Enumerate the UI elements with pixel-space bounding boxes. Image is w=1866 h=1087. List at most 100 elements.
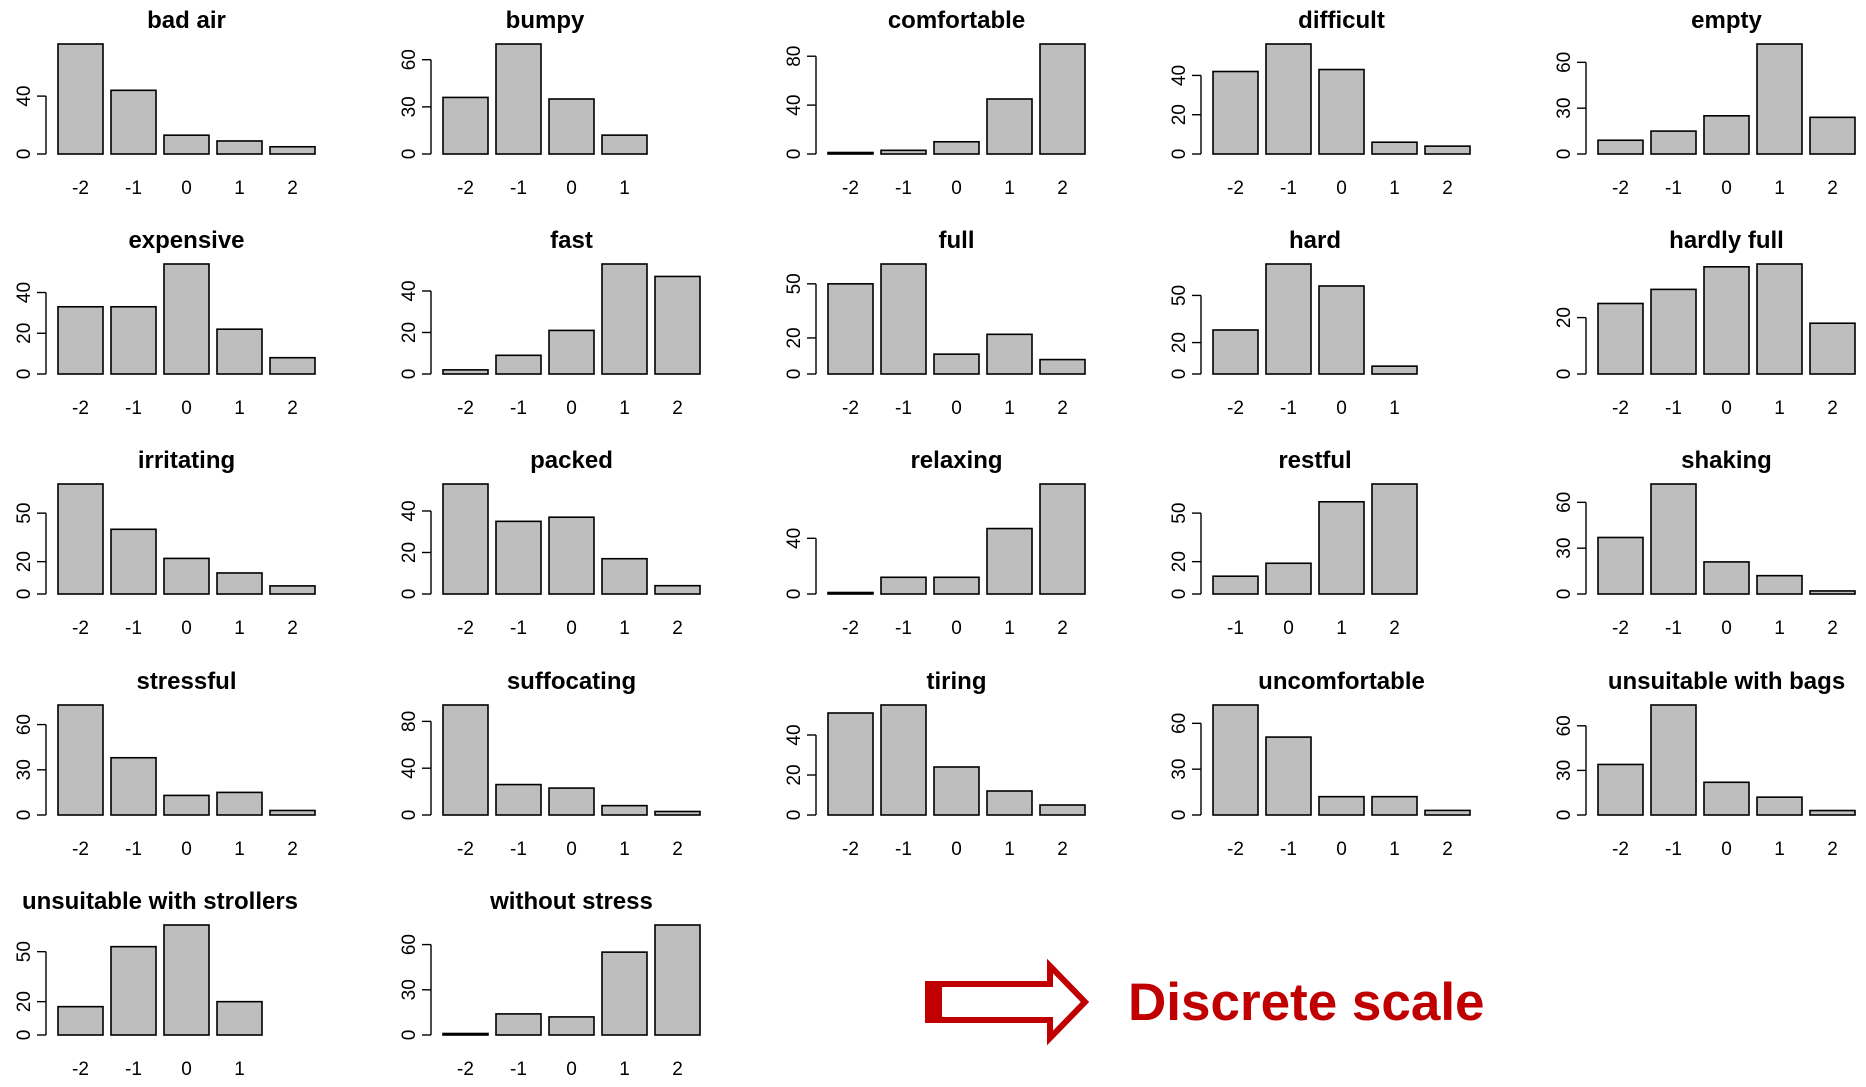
panel-title: unsuitable with bags <box>1608 668 1845 695</box>
y-tick-label: 0 <box>1169 149 1190 160</box>
x-tick-label: 1 <box>619 618 630 639</box>
x-tick-label: -2 <box>1227 839 1244 860</box>
bar-difficult-0 <box>1318 68 1365 155</box>
x-tick-label: -2 <box>1612 839 1629 860</box>
x-tick-label: 1 <box>1389 839 1400 860</box>
bar-bad-air-2 <box>269 145 316 155</box>
bar-unsuitable-with-strollers-neg1 <box>110 945 157 1036</box>
bar-relaxing-neg2 <box>827 591 874 595</box>
panel-title: packed <box>530 447 613 474</box>
bar-bumpy-0 <box>548 98 595 155</box>
y-tick-label: 20 <box>784 764 805 785</box>
x-tick-label: -1 <box>510 618 527 639</box>
x-tick-label: 0 <box>951 398 962 419</box>
bar-expensive-neg2 <box>57 305 104 375</box>
bar-relaxing-1 <box>986 527 1033 595</box>
y-tick-label: 0 <box>399 810 420 821</box>
x-tick-label: 2 <box>1057 398 1068 419</box>
bar-tiring-1 <box>986 790 1033 816</box>
y-tick-label: 0 <box>784 369 805 380</box>
y-tick-label: 60 <box>399 934 420 955</box>
bar-fast-1 <box>601 263 648 375</box>
x-tick-label: -1 <box>125 839 142 860</box>
panel-title: relaxing <box>910 447 1002 474</box>
bar-empty-2 <box>1809 116 1856 155</box>
x-tick-label: 0 <box>566 398 577 419</box>
bar-tiring-0 <box>933 766 980 816</box>
y-tick-label: 20 <box>1169 551 1190 572</box>
bar-irritating-1 <box>216 572 263 595</box>
bar-without-stress-1 <box>601 951 648 1036</box>
bar-empty-1 <box>1756 43 1803 155</box>
right-arrow-icon <box>925 958 1090 1046</box>
bar-relaxing-2 <box>1039 483 1086 595</box>
y-tick-label: 20 <box>399 322 420 343</box>
bar-hard-neg1 <box>1265 263 1312 375</box>
x-tick-label: 0 <box>951 178 962 199</box>
x-tick-label: -1 <box>125 618 142 639</box>
y-tick-label: 0 <box>399 369 420 380</box>
bar-full-0 <box>933 353 980 375</box>
x-tick-label: 2 <box>672 618 683 639</box>
panel-title: suffocating <box>507 668 636 695</box>
x-tick-label: 0 <box>566 1059 577 1080</box>
x-tick-label: -2 <box>457 178 474 199</box>
x-tick-label: 1 <box>1774 398 1785 419</box>
y-tick-label: 0 <box>784 589 805 600</box>
bar-restful-neg1 <box>1212 575 1259 595</box>
x-tick-label: 1 <box>1004 839 1015 860</box>
x-tick-label: 0 <box>951 618 962 639</box>
x-tick-label: -2 <box>842 839 859 860</box>
panel-relaxing: relaxing -2 -1 0 1 2 0 40 <box>784 447 1086 639</box>
y-tick-label: 60 <box>1554 715 1575 736</box>
panel-title: restful <box>1278 447 1351 474</box>
x-tick-label: -2 <box>842 178 859 199</box>
x-tick-label: -1 <box>510 839 527 860</box>
bar-tiring-neg2 <box>827 712 874 816</box>
y-tick-label: 30 <box>1169 759 1190 780</box>
x-tick-label: -1 <box>1665 839 1682 860</box>
y-tick-label: 30 <box>1554 538 1575 559</box>
y-tick-label: 40 <box>399 500 420 521</box>
x-tick-label: 1 <box>234 178 245 199</box>
y-tick-label: 20 <box>1169 332 1190 353</box>
panel-uncomfortable: uncomfortable -2 -1 0 1 2 0 30 60 <box>1169 668 1471 860</box>
y-tick-label: 0 <box>14 1030 35 1041</box>
bar-fast-2 <box>654 275 701 375</box>
bar-expensive-1 <box>216 328 263 375</box>
x-tick-label: 2 <box>1827 618 1838 639</box>
bar-uncomfortable-1 <box>1371 795 1418 816</box>
bar-irritating-neg2 <box>57 483 104 595</box>
bar-fast-neg2 <box>442 369 489 375</box>
x-tick-label: -2 <box>457 1059 474 1080</box>
bar-comfortable-2 <box>1039 43 1086 155</box>
y-tick-label: 50 <box>14 503 35 524</box>
y-tick-label: 40 <box>784 528 805 549</box>
y-tick-label: 0 <box>1554 149 1575 160</box>
bar-suffocating-neg2 <box>442 704 489 816</box>
x-tick-label: -2 <box>72 1059 89 1080</box>
bar-bumpy-1 <box>601 134 648 155</box>
x-tick-label: 1 <box>619 839 630 860</box>
y-tick-label: 50 <box>1169 285 1190 306</box>
bar-packed-2 <box>654 584 701 595</box>
y-tick-label: 60 <box>14 714 35 735</box>
x-tick-label: 2 <box>1827 839 1838 860</box>
panel-title: bad air <box>147 7 226 34</box>
bar-hardly-full-neg1 <box>1650 288 1697 375</box>
x-tick-label: 2 <box>672 398 683 419</box>
bar-comfortable-0 <box>933 140 980 155</box>
x-tick-label: 0 <box>566 839 577 860</box>
bar-empty-neg2 <box>1597 139 1644 155</box>
bar-packed-neg2 <box>442 483 489 595</box>
y-tick-label: 30 <box>1554 760 1575 781</box>
y-tick-label: 0 <box>14 369 35 380</box>
x-tick-label: -2 <box>1227 398 1244 419</box>
bar-hard-1 <box>1371 365 1418 375</box>
x-tick-label: 1 <box>1389 398 1400 419</box>
bar-full-neg2 <box>827 283 874 375</box>
